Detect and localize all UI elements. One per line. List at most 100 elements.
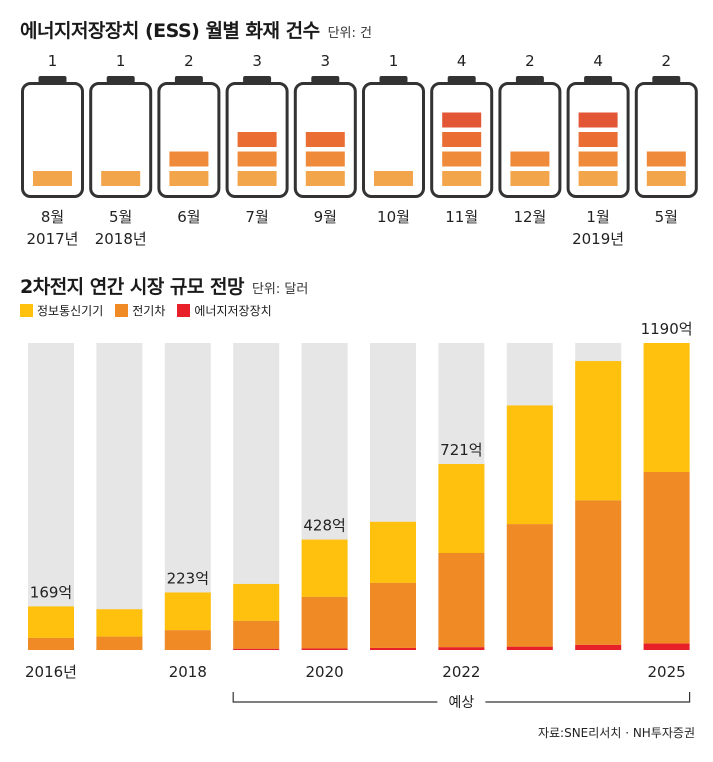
fire-count-block [578,112,618,128]
battery-outline [157,82,221,198]
legend-swatch-ev [115,304,129,317]
fire-count-label: 1 [116,52,126,70]
fire-count-block [578,171,618,186]
bar-segment-it [643,343,690,472]
battery-terminal [38,76,67,83]
fire-count-label: 2 [525,52,535,70]
fire-count-label: 2 [184,52,194,70]
bar-total-label: 721억 [440,441,482,459]
forecast-bracket [232,692,691,703]
bar-segment-it [575,361,622,501]
bar-segment-it [164,592,211,631]
bar-segment-ev [575,500,622,645]
fire-count-block [169,151,209,167]
bar-total-label: 1190억 [641,320,693,338]
fire-count-block [646,151,686,167]
fire-count-block [237,151,277,167]
fire-count-block [510,151,550,167]
fire-count-label: 1 [389,52,399,70]
chart2-unit: 단위: 달러 [251,282,309,297]
bar-segment-ess [643,643,690,650]
bar-segment-ess [575,644,622,650]
battery-terminal [447,76,476,83]
fire-count-block [305,171,345,186]
bar-segment-it [370,521,416,583]
bar-total-label: 428억 [303,517,345,535]
battery-outline [362,82,425,198]
battery-terminal [584,76,613,83]
bar-background [643,343,690,650]
bar-segment-it [438,463,485,553]
fire-count-label: 4 [457,52,467,70]
legend-item-ev: 전기차 [115,302,165,319]
bar-segment-it [506,405,553,525]
bar-segment-ev [96,636,143,650]
month-tick-label: 9월 [314,208,337,226]
bar-segment-ev [28,637,74,650]
fire-count-block [374,171,413,186]
bar-segment-ev [301,596,348,649]
bar-background [438,343,485,650]
bar-background [370,343,416,650]
chart1-unit: 단위: 건 [327,26,372,41]
legend-label-ev: 전기차 [132,304,166,318]
month-tick-label: 2019년 [572,230,624,248]
battery-terminal [311,76,340,83]
year-tick-label: 2018 [169,663,207,681]
battery-terminal [174,76,203,83]
battery-terminal [379,76,408,83]
fire-count-block [305,151,345,167]
legend-swatch-it [20,304,33,317]
bar-segment-ev [506,524,553,647]
legend-label-ess: 에너지저장장치 [194,304,272,318]
bar-background [28,343,74,650]
battery-outline [498,82,562,198]
fire-count-label: 1 [48,52,58,70]
fire-count-block [442,151,482,167]
chart2-title: 2차전지 연간 시장 규모 전망 단위: 달러 [20,276,309,298]
legend-item-it: 정보통신기기 [20,302,103,319]
chart2-legend: 정보통신기기 전기차 에너지저장장치 [20,302,272,319]
fire-count-block [578,132,618,147]
forecast-label: 예상 [449,695,475,711]
bar-total-label: 223억 [167,569,209,587]
bar-segment-it [96,609,143,637]
bar-segment-ev [643,471,690,644]
fire-count-block [33,171,72,186]
month-tick-label: 11월 [445,208,478,226]
fire-count-block [237,132,277,147]
bar-segment-ev [438,552,485,648]
battery-terminal [106,76,135,83]
month-tick-label: 6월 [177,208,200,226]
bar-background [96,343,143,650]
battery-outline [21,82,84,198]
source-note: 자료:SNE리서치 · NH투자증권 [537,726,695,740]
bar-segment-it [301,539,348,597]
bar-segment-ev [164,630,211,650]
month-tick-label: 2017년 [27,230,79,248]
bar-segment-ess [506,646,553,650]
fire-count-block [101,171,141,186]
bar-segment-ess [233,648,280,650]
bar-total-label: 169억 [30,583,72,601]
legend-label-it: 정보통신기기 [37,304,104,318]
bar-segment-ess [301,648,348,650]
legend-swatch-ess [177,304,191,317]
month-tick-label: 7월 [245,208,268,226]
month-tick-label: 5월 [109,208,132,226]
battery-terminal [652,76,681,83]
year-tick-label: 2025 [648,663,686,681]
bar-segment-it [28,606,74,638]
fire-count-block [442,171,482,186]
month-tick-label: 2018년 [95,230,147,248]
year-tick-label: 2020 [306,663,344,681]
chart1-title: 에너지저장장치 (ESS) 월별 화재 건수 단위: 건 [20,20,372,42]
month-tick-label: 1월 [586,208,609,226]
year-tick-label: 2022 [442,663,480,681]
month-tick-label: 8월 [41,208,64,226]
bar-segment-it [233,583,280,621]
fire-count-block [578,151,618,167]
bar-background [233,343,280,650]
legend-item-ess: 에너지저장장치 [177,302,272,319]
battery-outline [89,82,153,198]
